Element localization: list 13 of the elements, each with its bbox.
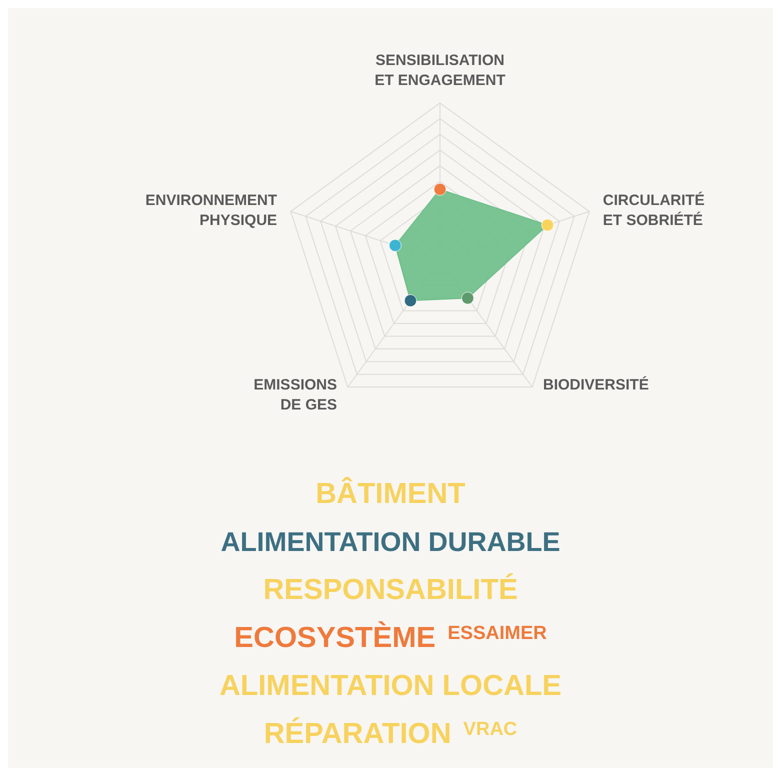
text: BÂTIMENT [316, 476, 466, 512]
spoke-label: SENSIBILISATION ET ENGAGEMENT [374, 52, 506, 89]
text: ALIMENTATION LOCALE [219, 669, 562, 704]
text: ECOSYSTÈME [234, 620, 436, 656]
text: RÉPARATION [264, 716, 452, 752]
spoke-label: BIODIVERSITÉ [542, 375, 649, 394]
text: RESPONSABILITÉ [263, 572, 518, 608]
spoke-label: ENVIRONNEMENT PHYSIQUE [145, 192, 278, 230]
text: ESSAIMER [448, 622, 547, 646]
spoke-label: EMISSIONS DE GES [254, 376, 338, 414]
spoke-label: CIRCULARITÉ ET SOBRIÉTÉ [602, 191, 705, 230]
text: ALIMENTATION DURABLE [220, 526, 560, 559]
text: VRAC [463, 718, 518, 742]
